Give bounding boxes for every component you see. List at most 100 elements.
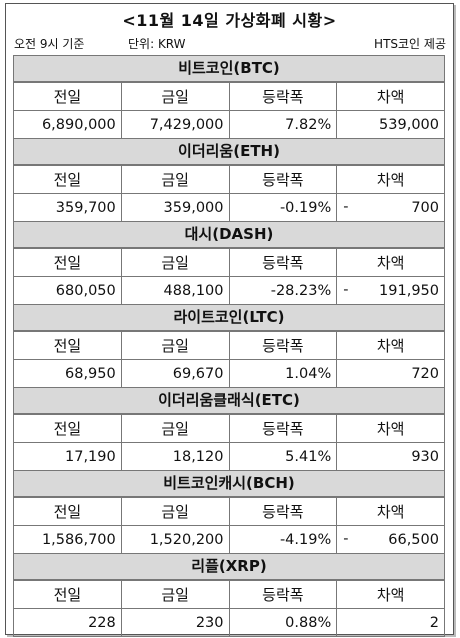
header-today: 금일: [120, 331, 230, 360]
prev-price: 68,950: [13, 359, 122, 388]
change-rate: -0.19%: [228, 193, 338, 222]
coin-block-4: 라이트코인(LTC) 전일 금일 등락폭 차액 68,950 69,670 1.…: [13, 304, 445, 388]
change-rate: 5.41%: [228, 442, 338, 471]
header-prev: 전일: [13, 414, 122, 443]
coin-price-table: 전일 금일 등락폭 차액 68,950 69,670 1.04% 720: [13, 331, 445, 388]
today-price: 69,670: [120, 359, 230, 388]
today-price: 18,120: [120, 442, 230, 471]
column-header-row: 전일 금일 등락폭 차액: [13, 248, 445, 277]
today-price: 230: [120, 608, 230, 637]
price-difference: 720: [336, 359, 445, 388]
data-source: HTS코인 제공: [374, 37, 446, 51]
value-row: 680,050 488,100 -28.23% - 191,950: [13, 276, 445, 305]
prev-price: 1,586,700: [13, 525, 122, 554]
coin-name: 대시(DASH): [13, 221, 445, 248]
coin-block-2: 이더리움(ETH) 전일 금일 등락폭 차액 359,700 359,000 -…: [13, 138, 445, 222]
coin-price-table: 전일 금일 등락폭 차액 6,890,000 7,429,000 7.82% 5…: [13, 82, 445, 139]
value-row: 6,890,000 7,429,000 7.82% 539,000: [13, 110, 445, 139]
coin-block-5: 이더리움클래식(ETC) 전일 금일 등락폭 차액 17,190 18,120 …: [13, 387, 445, 471]
header-change: 등락폭: [228, 248, 338, 277]
value-row: 228 230 0.88% 2: [13, 608, 445, 637]
column-header-row: 전일 금일 등락폭 차액: [13, 82, 445, 111]
prev-price: 6,890,000: [13, 110, 122, 139]
report-title: <11월 14일 가상화폐 시황>: [122, 11, 337, 30]
change-rate: -4.19%: [228, 525, 338, 554]
prev-price: 359,700: [13, 193, 122, 222]
price-difference: 539,000: [336, 110, 445, 139]
diff-value: 930: [411, 448, 439, 465]
change-rate: 7.82%: [228, 110, 338, 139]
prev-price: 228: [13, 608, 122, 637]
change-rate: 1.04%: [228, 359, 338, 388]
header-diff: 차액: [336, 580, 445, 609]
today-price: 1,520,200: [120, 525, 230, 554]
header-today: 금일: [120, 497, 230, 526]
prev-price: 17,190: [13, 442, 122, 471]
coin-block-3: 대시(DASH) 전일 금일 등락폭 차액 680,050 488,100 -2…: [13, 221, 445, 305]
header-diff: 차액: [336, 414, 445, 443]
header-change: 등락폭: [228, 497, 338, 526]
coin-price-table: 전일 금일 등락폭 차액 17,190 18,120 5.41% 930: [13, 414, 445, 471]
column-header-row: 전일 금일 등락폭 차액: [13, 331, 445, 360]
coin-name: 이더리움(ETH): [13, 138, 445, 165]
header-change: 등락폭: [228, 331, 338, 360]
diff-value: 2: [429, 614, 439, 631]
coin-name: 비트코인(BTC): [13, 55, 445, 82]
header-change: 등락폭: [228, 82, 338, 111]
prev-price: 680,050: [13, 276, 122, 305]
header-diff: 차액: [336, 497, 445, 526]
header-diff: 차액: [336, 165, 445, 194]
header-change: 등락폭: [228, 580, 338, 609]
coin-name: 리플(XRP): [13, 553, 445, 580]
header-today: 금일: [120, 414, 230, 443]
value-row: 17,190 18,120 5.41% 930: [13, 442, 445, 471]
header-prev: 전일: [13, 497, 122, 526]
currency-unit: 단위: KRW: [128, 37, 186, 51]
diff-value: 700: [411, 199, 439, 216]
coin-block-7: 리플(XRP) 전일 금일 등락폭 차액 228 230 0.88% 2: [13, 553, 445, 637]
coin-price-table: 전일 금일 등락폭 차액 228 230 0.88% 2: [13, 580, 445, 637]
header-today: 금일: [120, 580, 230, 609]
header-diff: 차액: [336, 248, 445, 277]
header-prev: 전일: [13, 165, 122, 194]
column-header-row: 전일 금일 등락폭 차액: [13, 414, 445, 443]
header-diff: 차액: [336, 331, 445, 360]
coin-name: 비트코인캐시(BCH): [13, 470, 445, 497]
header-prev: 전일: [13, 331, 122, 360]
price-difference: - 700: [336, 193, 445, 222]
value-row: 1,586,700 1,520,200 -4.19% - 66,500: [13, 525, 445, 554]
column-header-row: 전일 금일 등락폭 차액: [13, 165, 445, 194]
value-row: 359,700 359,000 -0.19% - 700: [13, 193, 445, 222]
coin-name: 라이트코인(LTC): [13, 304, 445, 331]
change-rate: -28.23%: [228, 276, 338, 305]
change-rate: 0.88%: [228, 608, 338, 637]
today-price: 488,100: [120, 276, 230, 305]
coin-price-table: 전일 금일 등락폭 차액 680,050 488,100 -28.23% - 19…: [13, 248, 445, 305]
price-difference: 930: [336, 442, 445, 471]
header-today: 금일: [120, 165, 230, 194]
diff-value: 720: [411, 365, 439, 382]
today-price: 7,429,000: [120, 110, 230, 139]
coin-name: 이더리움클래식(ETC): [13, 387, 445, 414]
diff-sign: -: [343, 282, 349, 298]
header-diff: 차액: [336, 82, 445, 111]
price-difference: - 191,950: [336, 276, 445, 305]
header-today: 금일: [120, 82, 230, 111]
column-header-row: 전일 금일 등락폭 차액: [13, 497, 445, 526]
header-today: 금일: [120, 248, 230, 277]
value-row: 68,950 69,670 1.04% 720: [13, 359, 445, 388]
header-prev: 전일: [13, 82, 122, 111]
diff-value: 191,950: [379, 282, 439, 299]
header-change: 등락폭: [228, 165, 338, 194]
header-prev: 전일: [13, 580, 122, 609]
column-header-row: 전일 금일 등락폭 차액: [13, 580, 445, 609]
today-price: 359,000: [120, 193, 230, 222]
reference-time: 오전 9시 기준: [14, 37, 85, 51]
diff-value: 539,000: [379, 116, 439, 133]
header-change: 등락폭: [228, 414, 338, 443]
diff-value: 66,500: [388, 531, 439, 548]
coin-block-1: 비트코인(BTC) 전일 금일 등락폭 차액 6,890,000 7,429,0…: [13, 55, 445, 139]
coin-price-table: 전일 금일 등락폭 차액 359,700 359,000 -0.19% - 700: [13, 165, 445, 222]
price-difference: 2: [336, 608, 445, 637]
price-difference: - 66,500: [336, 525, 445, 554]
